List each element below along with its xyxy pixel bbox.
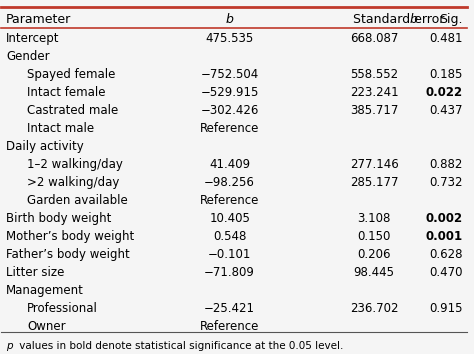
- Text: −98.256: −98.256: [204, 176, 255, 189]
- Text: Reference: Reference: [200, 122, 259, 135]
- Text: 0.002: 0.002: [426, 212, 463, 225]
- Text: 41.409: 41.409: [209, 158, 250, 171]
- Text: 475.535: 475.535: [206, 32, 254, 45]
- Text: >2 walking/day: >2 walking/day: [27, 176, 119, 189]
- Text: b: b: [410, 13, 418, 27]
- Text: 1–2 walking/day: 1–2 walking/day: [27, 158, 123, 171]
- Text: Intact male: Intact male: [27, 122, 94, 135]
- Text: 385.717: 385.717: [350, 104, 398, 117]
- Text: p: p: [6, 341, 13, 352]
- Text: Intact female: Intact female: [27, 86, 106, 99]
- Text: Reference: Reference: [200, 320, 259, 333]
- Text: 10.405: 10.405: [209, 212, 250, 225]
- Text: values in bold denote statistical significance at the 0.05 level.: values in bold denote statistical signif…: [16, 341, 344, 352]
- Text: 0.628: 0.628: [429, 248, 463, 261]
- Text: Parameter: Parameter: [6, 13, 71, 27]
- Text: −529.915: −529.915: [201, 86, 259, 99]
- Text: Birth body weight: Birth body weight: [6, 212, 111, 225]
- Text: Mother’s body weight: Mother’s body weight: [6, 230, 134, 243]
- Text: 0.206: 0.206: [357, 248, 391, 261]
- Text: Spayed female: Spayed female: [27, 68, 115, 81]
- Text: 668.087: 668.087: [350, 32, 398, 45]
- Text: 223.241: 223.241: [350, 86, 398, 99]
- Text: 0.470: 0.470: [429, 266, 463, 279]
- Text: 0.481: 0.481: [429, 32, 463, 45]
- Text: Gender: Gender: [6, 50, 50, 63]
- Text: Sig.: Sig.: [439, 13, 463, 27]
- Text: 3.108: 3.108: [357, 212, 391, 225]
- Text: 0.022: 0.022: [426, 86, 463, 99]
- Text: 0.185: 0.185: [429, 68, 463, 81]
- Text: 277.146: 277.146: [350, 158, 399, 171]
- Text: −302.426: −302.426: [201, 104, 259, 117]
- Text: Daily activity: Daily activity: [6, 140, 84, 153]
- Text: −71.809: −71.809: [204, 266, 255, 279]
- Text: −25.421: −25.421: [204, 302, 255, 315]
- Text: 236.702: 236.702: [350, 302, 398, 315]
- Text: b: b: [226, 13, 234, 27]
- Text: 558.552: 558.552: [350, 68, 398, 81]
- Text: Father’s body weight: Father’s body weight: [6, 248, 130, 261]
- Text: Litter size: Litter size: [6, 266, 64, 279]
- Text: 285.177: 285.177: [350, 176, 398, 189]
- Text: Owner: Owner: [27, 320, 65, 333]
- Text: 98.445: 98.445: [354, 266, 394, 279]
- Text: Standard error: Standard error: [353, 13, 448, 27]
- Text: Garden available: Garden available: [27, 194, 128, 207]
- Text: Professional: Professional: [27, 302, 98, 315]
- Text: 0.882: 0.882: [429, 158, 463, 171]
- Text: Castrated male: Castrated male: [27, 104, 118, 117]
- Text: Reference: Reference: [200, 194, 259, 207]
- Text: 0.437: 0.437: [429, 104, 463, 117]
- Text: 0.001: 0.001: [426, 230, 463, 243]
- Text: 0.150: 0.150: [357, 230, 391, 243]
- Text: −752.504: −752.504: [201, 68, 259, 81]
- Text: 0.915: 0.915: [429, 302, 463, 315]
- Text: Management: Management: [6, 284, 84, 297]
- Text: Intercept: Intercept: [6, 32, 60, 45]
- Text: −0.101: −0.101: [208, 248, 251, 261]
- Text: 0.548: 0.548: [213, 230, 246, 243]
- Text: 0.732: 0.732: [429, 176, 463, 189]
